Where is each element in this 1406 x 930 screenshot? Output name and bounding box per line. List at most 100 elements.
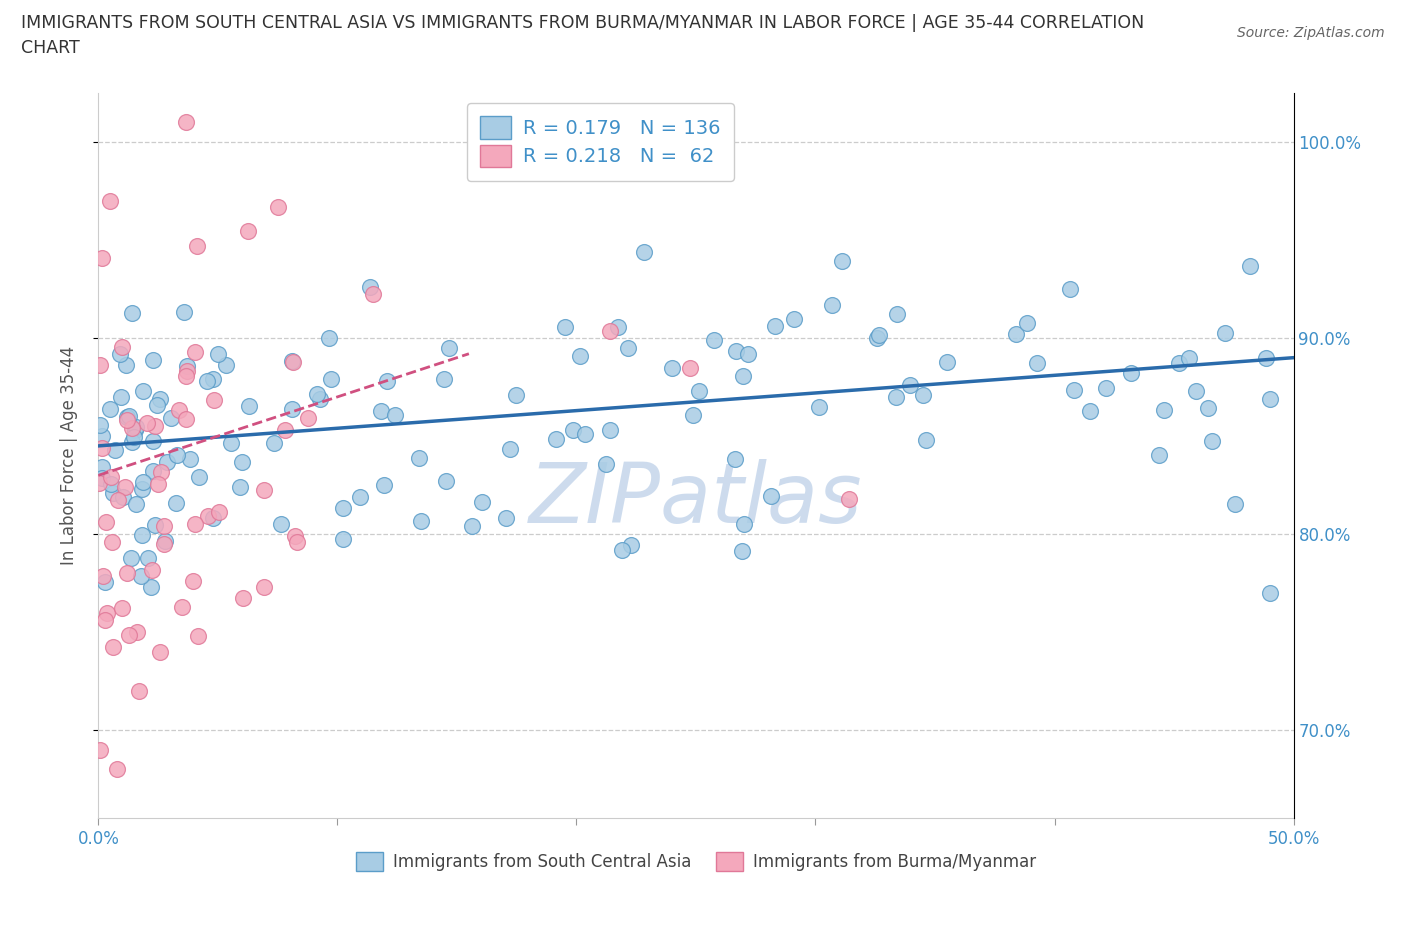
Point — [737, 346, 759, 361]
Point — [98, 193, 122, 208]
Point — [1005, 326, 1028, 341]
Point — [606, 320, 628, 335]
Point — [141, 580, 163, 595]
Point — [505, 387, 527, 402]
Point — [703, 333, 725, 348]
Point — [434, 473, 457, 488]
Point — [569, 349, 592, 364]
Text: ZIPatlas: ZIPatlas — [529, 458, 863, 539]
Point — [332, 532, 354, 547]
Point — [89, 357, 111, 372]
Legend: Immigrants from South Central Asia, Immigrants from Burma/Myanmar: Immigrants from South Central Asia, Immi… — [344, 840, 1047, 883]
Point — [307, 387, 329, 402]
Point — [281, 353, 304, 368]
Point — [176, 359, 198, 374]
Point — [111, 601, 134, 616]
Point — [141, 433, 163, 448]
Point — [100, 476, 122, 491]
Point — [554, 319, 576, 334]
Point — [115, 565, 138, 580]
Point — [114, 480, 136, 495]
Point — [89, 742, 111, 757]
Point — [231, 455, 253, 470]
Point — [253, 483, 276, 498]
Point — [1258, 586, 1281, 601]
Point — [935, 354, 957, 369]
Point — [215, 357, 238, 372]
Point — [111, 339, 134, 354]
Point — [1078, 404, 1101, 418]
Point — [349, 489, 371, 504]
Point — [131, 528, 153, 543]
Point — [166, 447, 188, 462]
Point — [733, 516, 755, 531]
Point — [1153, 403, 1175, 418]
Point — [610, 542, 633, 557]
Point — [202, 372, 225, 387]
Point — [153, 519, 176, 534]
Point — [96, 514, 118, 529]
Point — [96, 605, 118, 620]
Point — [125, 420, 148, 435]
Y-axis label: In Labor Force | Age 35-44: In Labor Force | Age 35-44 — [59, 346, 77, 565]
Point — [146, 477, 169, 492]
Point — [135, 416, 157, 431]
Point — [176, 364, 198, 379]
Point — [179, 452, 201, 467]
Point — [914, 432, 936, 447]
Point — [117, 408, 139, 423]
Point — [207, 347, 229, 362]
Point — [838, 491, 860, 506]
Point — [111, 489, 134, 504]
Point — [731, 544, 754, 559]
Point — [1059, 282, 1081, 297]
Point — [122, 430, 145, 445]
Point — [1168, 356, 1191, 371]
Point — [128, 684, 150, 698]
Point — [437, 341, 460, 356]
Point — [499, 441, 522, 456]
Point — [90, 441, 112, 456]
Point — [208, 504, 231, 519]
Point — [409, 513, 432, 528]
Point — [94, 613, 117, 628]
Point — [1063, 383, 1085, 398]
Point — [831, 254, 853, 269]
Point — [263, 435, 285, 450]
Point — [782, 312, 804, 326]
Point — [121, 306, 143, 321]
Point — [170, 599, 193, 614]
Point — [165, 496, 187, 511]
Point — [118, 627, 141, 642]
Point — [143, 419, 166, 434]
Point — [108, 347, 131, 362]
Point — [384, 408, 406, 423]
Point — [129, 569, 152, 584]
Point — [1223, 496, 1246, 511]
Point — [232, 591, 254, 605]
Point — [156, 455, 179, 470]
Point — [91, 568, 114, 583]
Point — [1254, 351, 1277, 365]
Point — [661, 361, 683, 376]
Point — [408, 450, 430, 465]
Point — [197, 509, 219, 524]
Point — [359, 280, 381, 295]
Point — [1119, 366, 1142, 381]
Point — [91, 471, 114, 485]
Point — [1197, 401, 1219, 416]
Point — [238, 399, 260, 414]
Point — [101, 534, 124, 549]
Point — [91, 250, 114, 265]
Point — [1258, 392, 1281, 406]
Point — [236, 223, 259, 238]
Point — [87, 476, 110, 491]
Point — [911, 387, 934, 402]
Point — [146, 397, 169, 412]
Point — [184, 345, 207, 360]
Point — [253, 580, 276, 595]
Text: IMMIGRANTS FROM SOUTH CENTRAL ASIA VS IMMIGRANTS FROM BURMA/MYANMAR IN LABOR FOR: IMMIGRANTS FROM SOUTH CENTRAL ASIA VS IM… — [21, 14, 1144, 32]
Point — [107, 492, 129, 507]
Point — [679, 361, 702, 376]
Point — [682, 115, 704, 130]
